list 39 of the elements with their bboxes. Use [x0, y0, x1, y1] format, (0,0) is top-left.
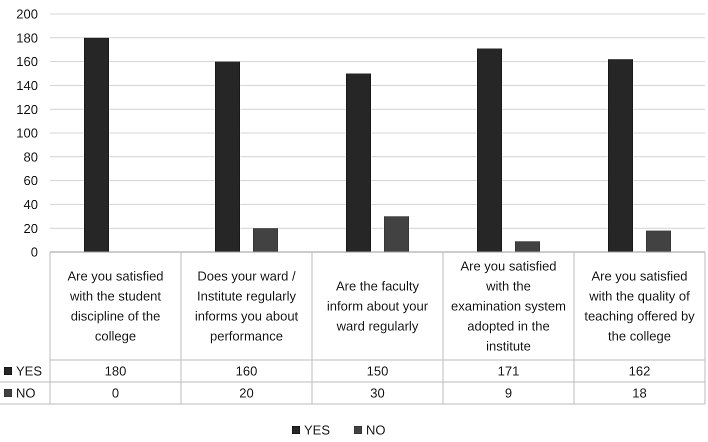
y-tick-label: 180 [16, 30, 38, 46]
y-tick-label: 100 [16, 126, 38, 141]
x-tick-label: Are the faculty inform about your ward regularly [326, 278, 429, 334]
bar [646, 230, 671, 252]
data-label: 18 [632, 386, 647, 401]
bar [346, 74, 371, 252]
data-label: 171 [498, 364, 520, 379]
data-label: 20 [239, 386, 254, 401]
bar [477, 48, 502, 252]
x-tick-label: Are you satisfied with the examination system adopted in the institute [451, 258, 566, 354]
y-tick-label: 160 [16, 54, 38, 70]
bar [215, 62, 240, 252]
bar [84, 38, 109, 252]
data-label: 30 [370, 386, 385, 401]
bar [253, 228, 278, 252]
y-tick-label: 120 [16, 102, 38, 117]
y-tick-label: 20 [24, 220, 38, 236]
x-tick-label: Are you satisfied with the quality of teaching offered by the college [584, 268, 696, 344]
x-tick-label: Are you satisfied with the student discipline of the college [67, 268, 164, 344]
text: NO [16, 386, 36, 401]
bar [515, 241, 540, 252]
x-tick-label: Does your ward / Institute regularly informs you about performance [194, 268, 299, 344]
y-tick-label: 40 [24, 196, 38, 212]
data-label: 180 [104, 364, 126, 379]
bar [384, 216, 409, 252]
data-label: 9 [504, 386, 512, 401]
y-tick-label: 80 [24, 149, 38, 164]
data-label: 150 [366, 364, 388, 379]
y-tick-label: 60 [24, 173, 38, 188]
y-tick-label: 0 [30, 244, 38, 260]
data-label: 160 [236, 364, 258, 379]
data-label: 0 [112, 386, 120, 401]
text: YES [304, 422, 330, 438]
bar [608, 59, 633, 252]
legend-label: NO [366, 422, 386, 438]
y-tick-label: 200 [16, 6, 38, 22]
data-label: 162 [628, 364, 650, 379]
legend-label: YES [16, 364, 42, 379]
y-tick-label: 140 [16, 78, 38, 93]
